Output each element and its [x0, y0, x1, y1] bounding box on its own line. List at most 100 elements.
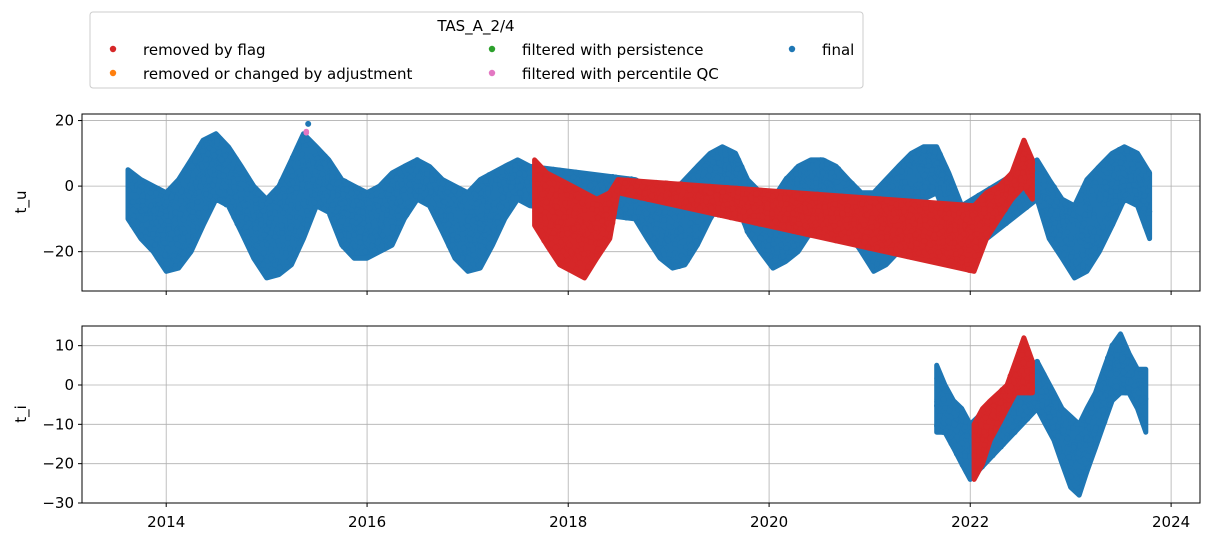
- data-point: [307, 188, 313, 195]
- data-point: [126, 168, 132, 174]
- data-point: [468, 199, 475, 206]
- data-point: [828, 170, 835, 176]
- data-point: [1109, 221, 1116, 228]
- data-point: [218, 156, 225, 163]
- data-point: [343, 186, 350, 193]
- data-point: [498, 204, 505, 210]
- data-point: [714, 174, 721, 181]
- data-point: [349, 218, 356, 225]
- data-point: [1091, 228, 1097, 235]
- data-point: [394, 191, 400, 197]
- data-point: [278, 222, 285, 229]
- data-point: [526, 170, 533, 176]
- data-point: [1077, 196, 1084, 203]
- data-point: [836, 172, 842, 179]
- data-point: [272, 262, 278, 268]
- data-point: [1129, 150, 1135, 156]
- data-point: [460, 245, 467, 251]
- data-point: [393, 175, 400, 182]
- data-point: [456, 191, 463, 197]
- data-point: [388, 218, 395, 225]
- data-point: [492, 182, 498, 188]
- data-point: [201, 176, 207, 182]
- data-point: [1111, 172, 1117, 179]
- data-point: [757, 235, 764, 241]
- data-point: [622, 206, 628, 212]
- data-point: [491, 200, 498, 206]
- data-point: [1046, 198, 1053, 204]
- data-point: [273, 226, 280, 233]
- data-point: [279, 249, 285, 256]
- data-point: [266, 198, 273, 204]
- data-point: [647, 217, 654, 224]
- data-point: [362, 248, 369, 255]
- data-point: [1093, 174, 1100, 180]
- data-point: [1077, 239, 1084, 245]
- data-point: [1100, 201, 1107, 207]
- data-point: [397, 198, 404, 205]
- data-point: [465, 255, 472, 261]
- data-point: [786, 254, 792, 260]
- data-point: [179, 205, 185, 212]
- data-point: [779, 182, 786, 189]
- data-point: [299, 151, 306, 158]
- data-point: [167, 236, 173, 242]
- data-point: [266, 205, 273, 211]
- data-point: [314, 155, 321, 161]
- data-point: [244, 234, 251, 241]
- data-point: [1108, 188, 1114, 195]
- data-point: [336, 179, 342, 186]
- data-point: [687, 243, 694, 250]
- data-point: [616, 213, 623, 220]
- data-point: [1088, 252, 1095, 259]
- data-point: [400, 187, 407, 193]
- data-point: [284, 198, 291, 205]
- data-point: [918, 155, 925, 162]
- data-point: [382, 184, 388, 191]
- data-point: [421, 191, 428, 198]
- data-point: [788, 184, 794, 191]
- data-point: [388, 172, 395, 179]
- data-point: [468, 209, 475, 215]
- data-point: [287, 256, 294, 263]
- data-point: [305, 120, 312, 127]
- data-point: [208, 203, 214, 210]
- data-point: [317, 165, 324, 171]
- data-point: [291, 151, 298, 158]
- data-point: [1069, 241, 1075, 247]
- data-point: [130, 206, 136, 213]
- data-point: [819, 162, 825, 169]
- data-point: [504, 202, 510, 208]
- data-point: [948, 195, 954, 201]
- data-point: [906, 162, 912, 168]
- data-point: [943, 165, 949, 172]
- data-point: [357, 216, 363, 223]
- data-point: [741, 179, 747, 186]
- data-point: [484, 203, 491, 210]
- data-point: [517, 183, 524, 189]
- data-point: [676, 208, 683, 215]
- data-point: [231, 184, 237, 190]
- data-point: [329, 202, 336, 208]
- data-point: [423, 177, 430, 184]
- data-point: [1124, 148, 1130, 154]
- data-point: [707, 167, 713, 174]
- data-point: [166, 226, 172, 232]
- data-point: [915, 172, 921, 179]
- data-point: [413, 183, 420, 189]
- data-point: [307, 153, 314, 160]
- data-point: [646, 233, 653, 239]
- data-point: [710, 151, 716, 157]
- data-point: [221, 147, 228, 153]
- data-point: [508, 184, 515, 190]
- data-point: [1072, 268, 1078, 275]
- data-point: [744, 228, 751, 235]
- data-point: [127, 174, 133, 180]
- data-point: [827, 186, 833, 193]
- data-point: [216, 189, 223, 196]
- data-point: [311, 199, 318, 206]
- data-point: [702, 155, 709, 162]
- data-point: [137, 215, 144, 221]
- data-point: [244, 208, 250, 214]
- data-point: [239, 230, 246, 236]
